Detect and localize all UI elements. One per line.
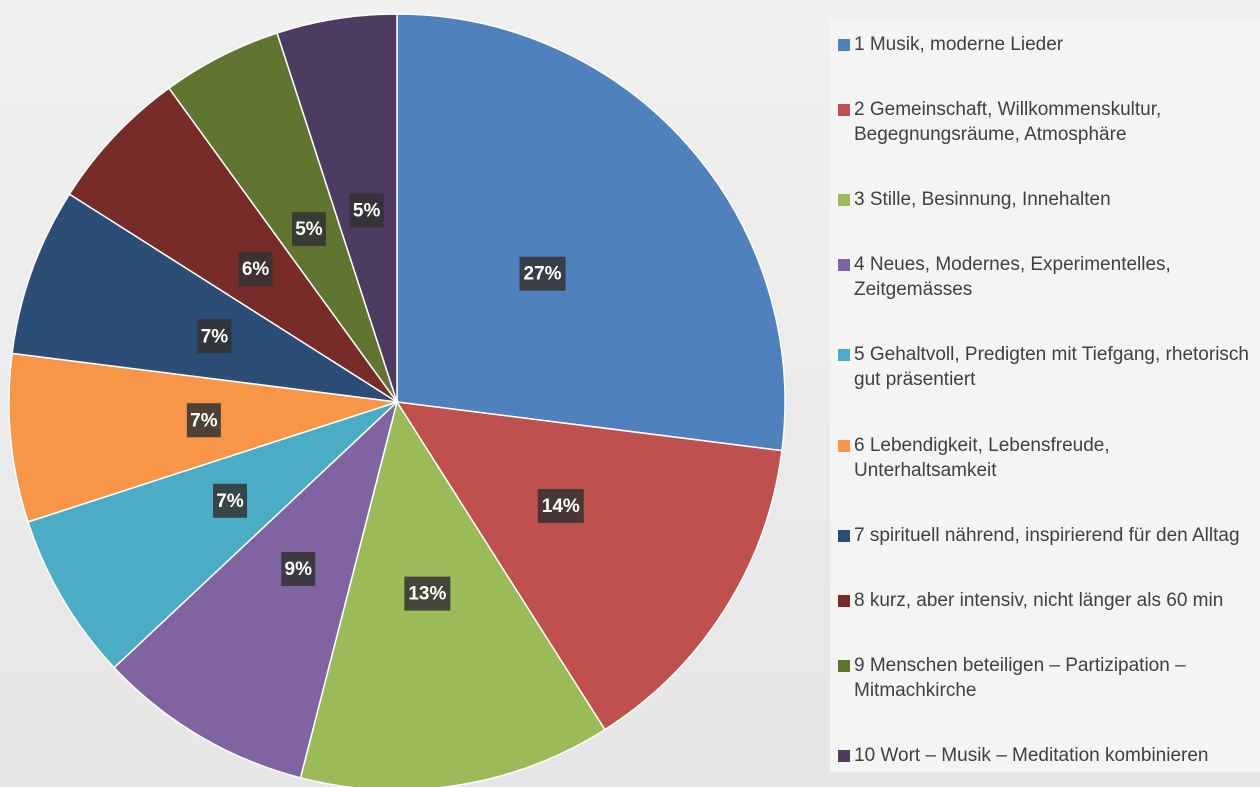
data-label: 7% — [190, 410, 218, 431]
data-label-box — [291, 212, 326, 247]
data-label-box — [213, 483, 248, 518]
legend-item: 8 kurz, aber intensiv, nicht länger als … — [838, 588, 1252, 613]
legend-label: 4 Neues, Modernes, Experimentelles, Zeit… — [854, 254, 1171, 301]
legend-item: 9 Menschen beteiligen – Partizipation – … — [838, 653, 1252, 703]
legend-swatch — [838, 39, 850, 51]
pie-slice — [276, 13, 398, 403]
legend-swatch — [838, 349, 850, 362]
legend-swatch — [838, 259, 850, 272]
data-label-box — [197, 319, 232, 354]
pie-slice — [396, 13, 786, 452]
legend-swatch — [838, 594, 850, 607]
pie-slice — [68, 87, 398, 403]
pie-slice — [113, 399, 399, 779]
legend-label: 3 Stille, Besinnung, Innehalten — [854, 189, 1111, 211]
legend-label: 9 Menschen beteiligen – Partizipation – … — [854, 654, 1186, 701]
data-label: 5% — [353, 200, 381, 221]
legend-label: 2 Gemeinschaft, Willkommenskultur, Begeg… — [854, 99, 1162, 146]
legend-swatch — [838, 529, 850, 542]
data-label: 5% — [295, 219, 323, 240]
legend-item: 6 Lebendigkeit, Lebensfreude, Unterhalts… — [838, 433, 1252, 483]
legend-label: 1 Musik, moderne Lieder — [854, 34, 1064, 55]
legend-label: 6 Lebendigkeit, Lebensfreude, Unterhalts… — [854, 434, 1110, 481]
pie-slice — [395, 401, 783, 731]
data-label-box — [281, 551, 316, 586]
data-label-box — [537, 488, 584, 523]
legend-swatch — [838, 194, 850, 207]
data-label: 7% — [216, 491, 244, 512]
legend-swatch — [838, 659, 850, 672]
data-label: 6% — [242, 259, 270, 280]
legend-item: 5 Gehaltvoll, Predigten mit Tiefgang, rh… — [838, 342, 1252, 392]
data-label: 27% — [524, 264, 562, 285]
legend-item: 4 Neues, Modernes, Experimentelles, Zeit… — [838, 252, 1252, 302]
pie-slice — [11, 193, 398, 403]
pie-slice — [8, 352, 398, 523]
data-label-box — [238, 252, 273, 287]
legend-swatch — [838, 749, 850, 762]
legend-label: 10 Wort – Musik – Meditation kombinieren — [854, 744, 1209, 766]
legend-item: 3 Stille, Besinnung, Innehalten — [838, 187, 1252, 212]
data-label-box — [519, 256, 566, 291]
data-label-box — [186, 403, 221, 438]
legend-swatch — [838, 104, 850, 117]
legend-item: 7 spirituell nährend, inspirierend für d… — [838, 523, 1252, 548]
legend-item: 2 Gemeinschaft, Willkommenskultur, Begeg… — [838, 97, 1252, 147]
data-label-box — [349, 193, 384, 228]
data-label: 9% — [285, 559, 313, 580]
pie-slice — [299, 400, 606, 787]
legend-item: 1 Musik, moderne Lieder — [838, 32, 1252, 57]
legend-label: 7 spirituell nährend, inspirierend für d… — [854, 524, 1240, 546]
legend-item: 10 Wort – Musik – Meditation kombinieren — [838, 743, 1252, 768]
data-label: 14% — [542, 496, 580, 517]
legend-label: 8 kurz, aber intensiv, nicht länger als … — [854, 589, 1224, 611]
pie-slice — [27, 401, 398, 669]
legend: 1 Musik, moderne Lieder 2 Gemeinschaft, W… — [830, 18, 1260, 772]
data-label-box — [404, 576, 451, 611]
data-label: 13% — [408, 584, 446, 605]
data-label: 7% — [201, 326, 229, 347]
legend-label: 5 Gehaltvoll, Predigten mit Tiefgang, rh… — [854, 344, 1249, 391]
data-labels: 27% 14% 13% 9% 7% 7% 7% 6% 5% 5% — [186, 193, 584, 611]
legend-swatch — [838, 439, 850, 452]
